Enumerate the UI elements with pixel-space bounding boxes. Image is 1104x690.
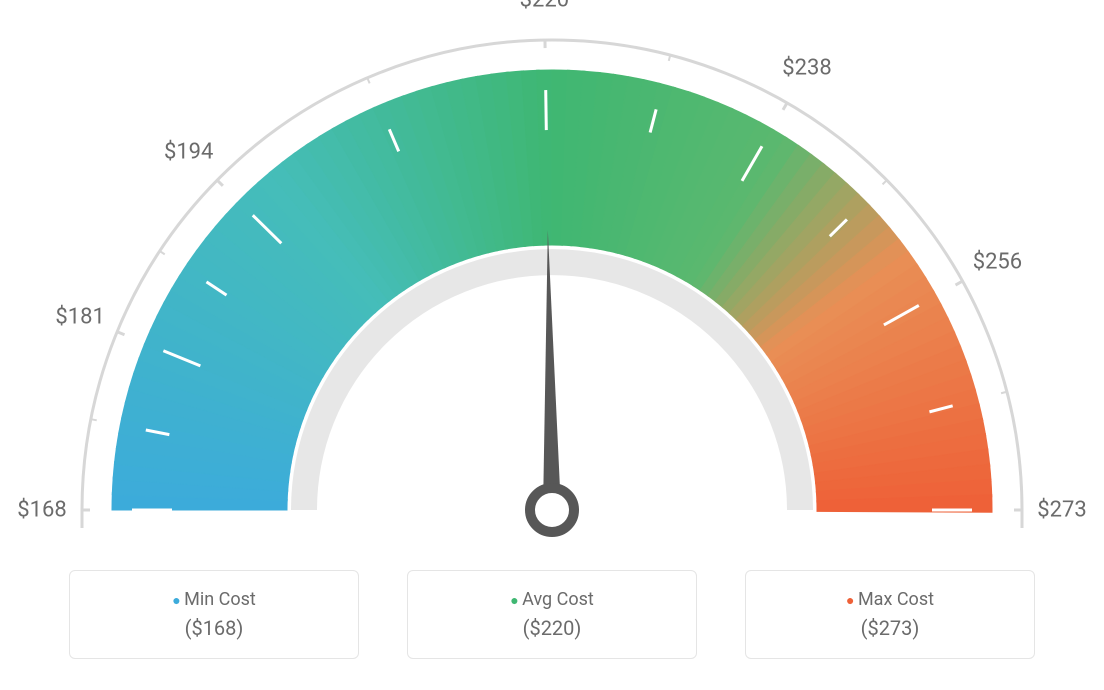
legend-card-avg: Avg Cost ($220) xyxy=(407,570,697,659)
gauge-tick-label: $238 xyxy=(782,56,831,81)
legend-max-label: Max Cost xyxy=(774,589,1006,610)
legend-card-max: Max Cost ($273) xyxy=(745,570,1035,659)
legend-avg-value: ($220) xyxy=(436,616,668,640)
legend-max-value: ($273) xyxy=(774,616,1006,640)
gauge-tick-label: $181 xyxy=(55,304,104,329)
legend-card-min: Min Cost ($168) xyxy=(69,570,359,659)
gauge-tick-label: $273 xyxy=(1037,498,1086,523)
gauge-tick-label: $194 xyxy=(164,140,213,165)
legend-min-label: Min Cost xyxy=(98,589,330,610)
gauge-chart: $168 $181 $194 $220 $238 $256 $273 xyxy=(0,0,1104,560)
gauge-tick-label: $220 xyxy=(520,0,569,13)
legend-min-value: ($168) xyxy=(98,616,330,640)
legend-row: Min Cost ($168) Avg Cost ($220) Max Cost… xyxy=(0,570,1104,659)
gauge-tick-label: $168 xyxy=(17,498,66,523)
gauge-tick-label: $256 xyxy=(973,249,1022,274)
legend-avg-label: Avg Cost xyxy=(436,589,668,610)
gauge-svg xyxy=(0,0,1104,560)
